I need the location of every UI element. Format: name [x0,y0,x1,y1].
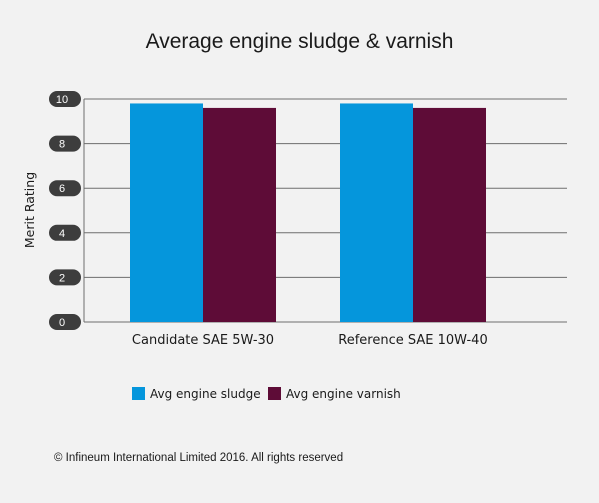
legend: Avg engine sludge Avg engine varnish [132,387,401,401]
legend-label: Avg engine sludge [150,387,261,401]
gridlines [83,98,567,323]
y-tick-label: 0 [59,317,65,329]
copyright-notice: © Infineum International Limited 2016. A… [54,452,344,464]
bar-sludge [130,103,203,323]
y-tick-badge [49,269,81,286]
y-tick-label: 10 [56,94,68,106]
chart-title: Average engine sludge & varnish [145,30,454,53]
y-axis-title: Merit Rating [22,172,37,248]
y-axis-ticks: 0 2 4 6 8 10 [49,91,81,330]
y-tick-label: 8 [59,139,65,151]
y-tick-badge [49,314,81,330]
y-tick-badge [49,180,81,197]
bar-sludge [340,103,413,323]
y-tick-badge [49,91,81,107]
y-tick-label: 2 [59,272,65,284]
y-tick-label: 4 [59,228,65,240]
bars [130,103,486,323]
y-tick-badge [49,135,81,152]
bar-varnish [203,107,276,322]
x-category-label: Candidate SAE 5W-30 [132,333,274,348]
legend-swatch [132,387,145,400]
x-axis-categories: Candidate SAE 5W-30 Reference SAE 10W-40 [132,333,488,348]
x-category-label: Reference SAE 10W-40 [338,333,487,348]
legend-swatch [268,387,281,400]
y-tick-label: 6 [59,183,65,195]
bar-varnish [413,107,486,322]
legend-label: Avg engine varnish [286,387,401,401]
y-tick-badge [49,224,81,241]
